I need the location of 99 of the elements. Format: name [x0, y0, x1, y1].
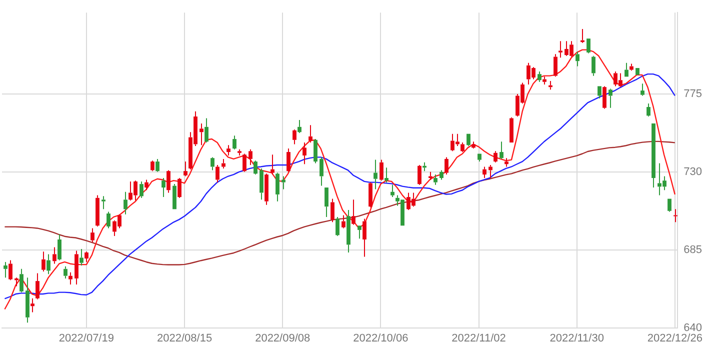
candlestick [646, 103, 650, 118]
candlestick [542, 76, 546, 85]
candlestick [418, 164, 422, 186]
candlestick [74, 250, 78, 286]
candlestick [52, 246, 56, 264]
candlestick [204, 118, 208, 143]
candlestick [608, 88, 612, 108]
x-tick-label: 2022/10/06 [353, 332, 408, 344]
candlestick [674, 208, 678, 223]
candlestick [46, 254, 50, 275]
y-tick-label: 775 [684, 88, 702, 100]
candlestick [320, 156, 324, 186]
candlestick [592, 55, 596, 76]
candlestick [200, 122, 204, 146]
candlestick [466, 134, 470, 146]
candlestick [346, 210, 350, 253]
y-tick-label: 640 [684, 322, 702, 334]
candlestick [302, 142, 306, 165]
candlestick [434, 174, 438, 186]
candlestick [20, 268, 24, 293]
candlestick [4, 261, 8, 278]
candlestick [102, 196, 106, 210]
candlestick [254, 160, 258, 176]
candlestick [342, 214, 346, 229]
x-tick-label: 2022/12/26 [647, 332, 702, 344]
candlestick [210, 156, 214, 171]
candlestick [500, 141, 504, 160]
candlestick [232, 135, 236, 150]
candlestick [374, 159, 378, 190]
candlestick [184, 161, 188, 177]
candlestick [172, 184, 176, 210]
candlestick [352, 199, 356, 226]
candlestick [324, 188, 328, 218]
candlestick [248, 148, 252, 166]
candlestick [362, 218, 366, 258]
candlestick [504, 158, 508, 168]
candlestick [538, 70, 542, 82]
candlestick [440, 170, 444, 180]
candlestick [314, 138, 318, 164]
candlestick [260, 168, 264, 200]
candlestick [380, 159, 384, 182]
candlestick [630, 63, 634, 72]
candlestick [162, 177, 166, 198]
x-tick-label: 2022/11/02 [452, 332, 506, 344]
candlestick [488, 164, 492, 178]
candlestick [472, 141, 476, 150]
candlestick [140, 180, 144, 198]
candlestick [36, 272, 40, 300]
candlestick [336, 216, 340, 237]
candlestick [554, 54, 558, 78]
candlestick [226, 144, 230, 156]
candlestick [80, 248, 84, 266]
candlestick [576, 51, 580, 67]
candlestick [156, 158, 160, 172]
candlestick [242, 153, 246, 172]
x-tick-label: 2022/09/08 [255, 332, 310, 344]
candlestick [144, 179, 148, 191]
y-tick-label: 730 [684, 166, 702, 178]
candlestick [444, 156, 448, 176]
candlestick [308, 124, 312, 143]
candlestick [270, 154, 274, 176]
candlestick [390, 184, 394, 198]
candlestick [42, 251, 46, 272]
candlestick [292, 129, 296, 145]
candlestick [598, 86, 602, 99]
candlestick [286, 148, 290, 172]
candlestick [358, 226, 362, 240]
x-tick-label: 2022/11/30 [550, 332, 604, 344]
candlestick [90, 228, 94, 243]
candlestick [282, 176, 286, 190]
candlestick [216, 164, 220, 183]
candlestick [178, 177, 182, 198]
candlestick [84, 251, 88, 262]
candlestick [276, 172, 280, 202]
candlestick [58, 234, 62, 261]
candlestick [264, 173, 268, 206]
candlestick [124, 191, 128, 215]
candlestick [558, 40, 562, 58]
candlestick [26, 277, 30, 324]
y-tick-label: 685 [684, 244, 702, 256]
candlestick [68, 272, 72, 286]
candlestick [640, 83, 644, 96]
candlestick [30, 298, 34, 313]
x-tick-label: 2022/08/15 [157, 332, 212, 344]
candlestick [238, 148, 242, 156]
candlestick [166, 170, 170, 194]
candlestick [64, 266, 68, 279]
candlestick [482, 166, 486, 178]
candlestick [624, 62, 628, 77]
candlestick [298, 119, 302, 134]
candlestick [96, 194, 100, 227]
candlestick [330, 198, 334, 223]
candlestick [586, 38, 590, 54]
x-tick-label: 2022/07/19 [58, 332, 114, 344]
candlestick [668, 198, 672, 212]
candlestick [460, 142, 464, 153]
candlestick [384, 167, 388, 183]
candlestick [494, 150, 498, 163]
candlestick [150, 160, 154, 172]
